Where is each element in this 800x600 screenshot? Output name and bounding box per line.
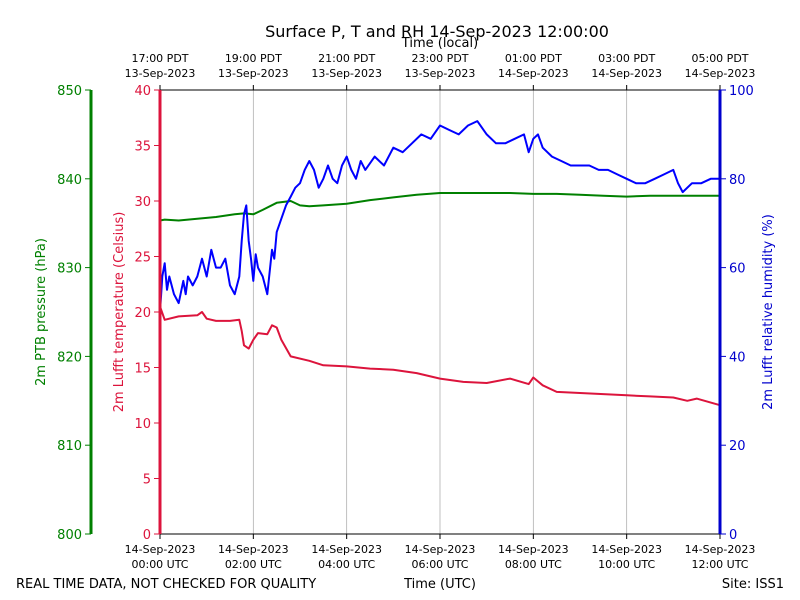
x-tick-label-top-date: 14-Sep-2023 bbox=[591, 67, 662, 80]
x-tick-label-top-time: 23:00 PDT bbox=[411, 52, 468, 65]
temperature-axis-tick-label: 15 bbox=[134, 362, 151, 377]
humidity-axis-tick-label: 0 bbox=[729, 528, 737, 543]
x-tick-label-bottom-date: 14-Sep-2023 bbox=[405, 543, 476, 556]
quality-note: REAL TIME DATA, NOT CHECKED FOR QUALITY bbox=[16, 577, 316, 592]
humidity-axis-label: 2m Lufft relative humidity (%) bbox=[761, 214, 776, 410]
pressure-axis-tick-label: 810 bbox=[57, 439, 82, 454]
temperature-series-line bbox=[159, 306, 721, 407]
x-tick-label-bottom-time: 10:00 UTC bbox=[598, 558, 655, 571]
x-tick-label-bottom-time: 12:00 UTC bbox=[691, 558, 748, 571]
x-tick-label-bottom-date: 14-Sep-2023 bbox=[498, 543, 569, 556]
x-tick-label-top-date: 13-Sep-2023 bbox=[405, 67, 476, 80]
temperature-axis-tick-label: 0 bbox=[143, 528, 151, 543]
temperature-axis-tick-label: 5 bbox=[143, 473, 151, 488]
x-tick-label-top-time: 01:00 PDT bbox=[505, 52, 562, 65]
x-axis-top-label: Time (local) bbox=[401, 36, 478, 51]
humidity-axis-tick-label: 60 bbox=[729, 262, 746, 277]
x-tick-label-top-date: 14-Sep-2023 bbox=[685, 67, 756, 80]
x-tick-label-bottom-date: 14-Sep-2023 bbox=[125, 543, 196, 556]
x-tick-label-top-date: 14-Sep-2023 bbox=[498, 67, 569, 80]
pressure-axis-label: 2m PTB pressure (hPa) bbox=[34, 238, 49, 386]
humidity-axis-tick-label: 20 bbox=[729, 439, 746, 454]
pressure-axis-tick-label: 850 bbox=[57, 84, 82, 99]
text-layer: Surface P, T and RH 14-Sep-2023 12:00:00… bbox=[16, 22, 784, 592]
x-tick-label-bottom-time: 02:00 UTC bbox=[225, 558, 282, 571]
temperature-axis-tick-label: 10 bbox=[134, 417, 151, 432]
x-tick-label-bottom-date: 14-Sep-2023 bbox=[311, 543, 382, 556]
temperature-axis-tick-label: 20 bbox=[134, 306, 151, 321]
x-tick-label-bottom-date: 14-Sep-2023 bbox=[685, 543, 756, 556]
pressure-series-line bbox=[159, 192, 720, 222]
x-axis-bottom-label: Time (UTC) bbox=[403, 577, 476, 592]
x-tick-label-bottom-time: 04:00 UTC bbox=[318, 558, 375, 571]
x-tick-label-bottom-date: 14-Sep-2023 bbox=[591, 543, 662, 556]
x-tick-label-top-time: 17:00 PDT bbox=[131, 52, 188, 65]
x-tick-label-bottom-time: 00:00 UTC bbox=[131, 558, 188, 571]
temperature-axis-label: 2m Lufft temperature (Celsius) bbox=[112, 212, 127, 413]
x-tick-label-bottom-time: 08:00 UTC bbox=[505, 558, 562, 571]
humidity-axis-tick-label: 40 bbox=[729, 350, 746, 365]
humidity-axis-tick-label: 80 bbox=[729, 173, 746, 188]
temperature-axis-tick-label: 30 bbox=[134, 195, 151, 210]
pressure-axis-tick-label: 800 bbox=[57, 528, 82, 543]
chart-title: Surface P, T and RH 14-Sep-2023 12:00:00 bbox=[265, 22, 609, 41]
x-tick-label-top-time: 03:00 PDT bbox=[598, 52, 655, 65]
x-tick-label-top-time: 19:00 PDT bbox=[225, 52, 282, 65]
pressure-axis-tick-label: 840 bbox=[57, 173, 82, 188]
pressure-axis-tick-label: 830 bbox=[57, 262, 82, 277]
temperature-axis-tick-label: 35 bbox=[134, 140, 151, 155]
x-tick-label-bottom-date: 14-Sep-2023 bbox=[218, 543, 289, 556]
axes-layer: 14-Sep-2023 00:00 UTC 17:00 PDT 13-Sep-2023… bbox=[57, 52, 755, 571]
x-tick-label-top-time: 21:00 PDT bbox=[318, 52, 375, 65]
temperature-axis-tick-label: 40 bbox=[134, 84, 151, 99]
series-layer bbox=[159, 120, 721, 407]
grid-layer bbox=[252, 90, 628, 534]
x-tick-label-top-date: 13-Sep-2023 bbox=[311, 67, 382, 80]
humidity-series-line bbox=[159, 120, 720, 313]
x-tick-label-bottom-time: 06:00 UTC bbox=[411, 558, 468, 571]
humidity-axis-tick-label: 100 bbox=[729, 84, 754, 99]
temperature-axis-tick-label: 25 bbox=[134, 251, 151, 266]
pressure-axis-tick-label: 820 bbox=[57, 350, 82, 365]
x-tick-label-top-time: 05:00 PDT bbox=[691, 52, 748, 65]
x-tick-label-top-date: 13-Sep-2023 bbox=[125, 67, 196, 80]
x-tick-label-top-date: 13-Sep-2023 bbox=[218, 67, 289, 80]
site-label: Site: ISS1 bbox=[722, 577, 784, 592]
